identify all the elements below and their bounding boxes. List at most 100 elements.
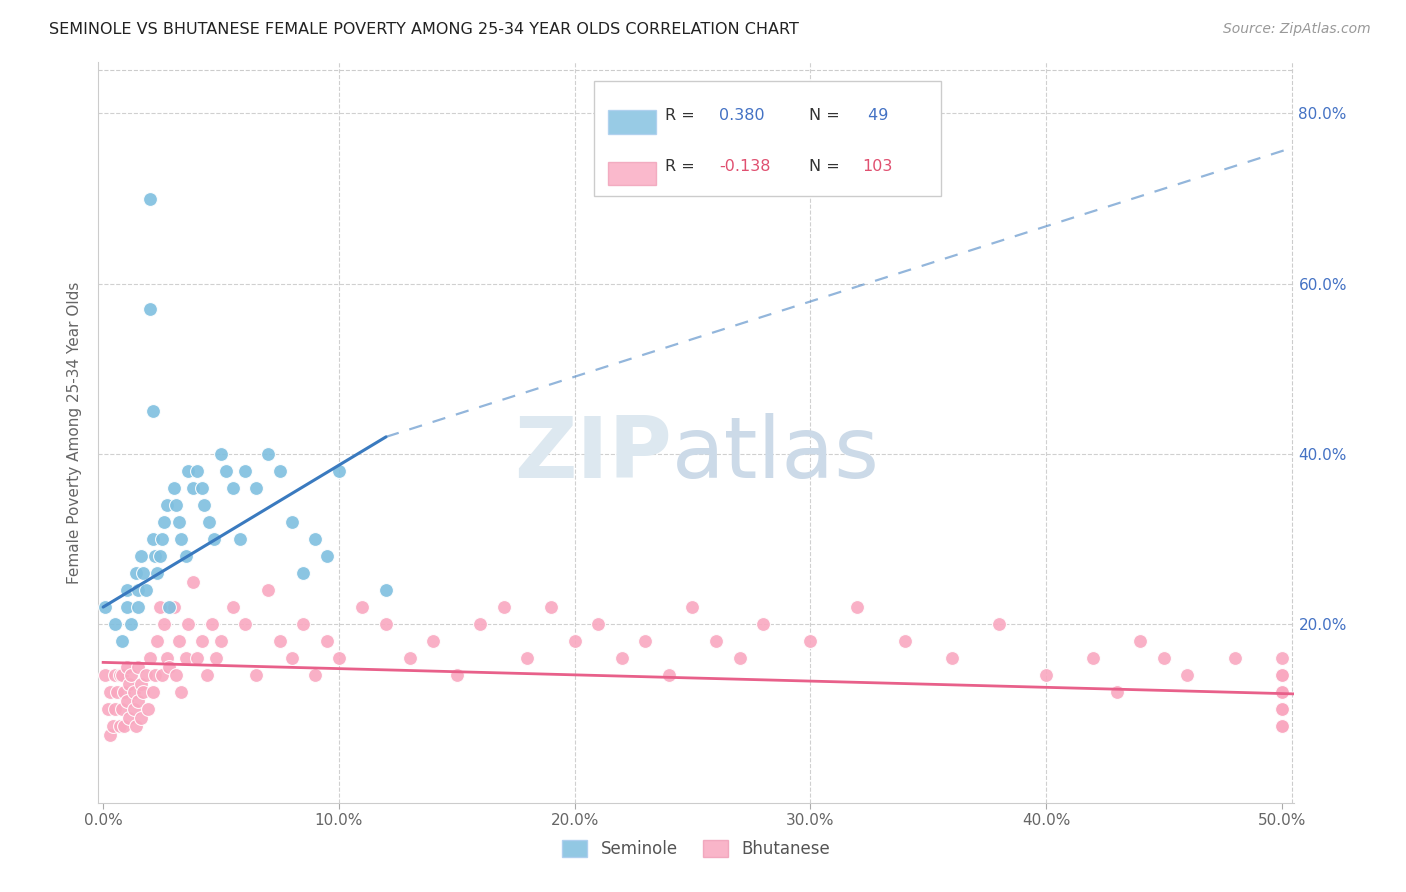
- Point: [163, 600, 186, 615]
- Point: [1271, 702, 1294, 716]
- Point: [846, 600, 869, 615]
- Point: [120, 617, 142, 632]
- Point: [610, 651, 633, 665]
- Text: ZIP: ZIP: [515, 413, 672, 496]
- Point: [328, 464, 350, 478]
- Point: [122, 702, 145, 716]
- Point: [146, 634, 169, 648]
- Point: [143, 549, 166, 563]
- Text: atlas: atlas: [672, 413, 880, 496]
- Point: [149, 600, 172, 615]
- Point: [422, 634, 444, 648]
- Point: [150, 532, 173, 546]
- Point: [167, 515, 190, 529]
- Point: [586, 617, 609, 632]
- Point: [540, 600, 562, 615]
- Point: [193, 498, 215, 512]
- Point: [165, 668, 187, 682]
- Point: [799, 634, 821, 648]
- Text: 0.380: 0.380: [718, 108, 765, 122]
- Point: [1271, 651, 1294, 665]
- Point: [112, 719, 135, 733]
- Point: [257, 582, 280, 597]
- Text: SEMINOLE VS BHUTANESE FEMALE POVERTY AMONG 25-34 YEAR OLDS CORRELATION CHART: SEMINOLE VS BHUTANESE FEMALE POVERTY AMO…: [49, 22, 799, 37]
- Point: [129, 711, 152, 725]
- Point: [1129, 634, 1152, 648]
- Point: [111, 702, 134, 716]
- Point: [104, 702, 127, 716]
- Point: [200, 617, 222, 632]
- Point: [94, 668, 117, 682]
- Point: [186, 651, 208, 665]
- Point: [1271, 668, 1294, 682]
- Text: R =: R =: [665, 108, 700, 122]
- Text: N =: N =: [808, 108, 845, 122]
- Point: [398, 651, 420, 665]
- Point: [132, 566, 155, 580]
- Point: [115, 600, 138, 615]
- Point: [101, 719, 124, 733]
- Point: [142, 685, 165, 699]
- Point: [1271, 685, 1294, 699]
- Point: [177, 464, 200, 478]
- Point: [292, 617, 315, 632]
- Point: [470, 617, 492, 632]
- Point: [135, 582, 157, 597]
- Point: [1223, 651, 1246, 665]
- Point: [142, 404, 165, 418]
- Point: [104, 617, 127, 632]
- Point: [222, 600, 245, 615]
- Point: [704, 634, 727, 648]
- Point: [115, 659, 138, 673]
- Point: [170, 685, 193, 699]
- Point: [634, 634, 657, 648]
- Point: [375, 582, 398, 597]
- Point: [104, 668, 127, 682]
- Point: [516, 651, 538, 665]
- Point: [181, 574, 204, 589]
- Point: [215, 464, 238, 478]
- Point: [128, 694, 150, 708]
- Point: [112, 685, 135, 699]
- Point: [492, 600, 515, 615]
- Point: [198, 515, 221, 529]
- FancyBboxPatch shape: [607, 110, 655, 134]
- Point: [115, 582, 138, 597]
- Point: [195, 668, 218, 682]
- Point: [125, 566, 148, 580]
- Point: [128, 582, 150, 597]
- Text: Source: ZipAtlas.com: Source: ZipAtlas.com: [1223, 22, 1371, 37]
- Point: [128, 659, 150, 673]
- Point: [202, 532, 225, 546]
- Point: [352, 600, 374, 615]
- Point: [269, 464, 291, 478]
- Y-axis label: Female Poverty Among 25-34 Year Olds: Female Poverty Among 25-34 Year Olds: [67, 282, 83, 583]
- Point: [177, 617, 200, 632]
- Text: N =: N =: [808, 160, 845, 174]
- Point: [893, 634, 915, 648]
- Point: [209, 447, 232, 461]
- Point: [681, 600, 703, 615]
- Text: R =: R =: [665, 160, 700, 174]
- Point: [304, 532, 326, 546]
- Point: [205, 651, 228, 665]
- Point: [139, 302, 162, 317]
- Point: [150, 668, 173, 682]
- FancyBboxPatch shape: [607, 161, 655, 186]
- Point: [1035, 668, 1057, 682]
- Point: [1271, 702, 1294, 716]
- Point: [233, 464, 256, 478]
- Point: [1271, 668, 1294, 682]
- Point: [658, 668, 681, 682]
- Point: [269, 634, 291, 648]
- Point: [118, 676, 141, 690]
- Point: [129, 549, 152, 563]
- Point: [1271, 719, 1294, 733]
- Point: [132, 685, 155, 699]
- Point: [115, 694, 138, 708]
- Point: [257, 447, 280, 461]
- Point: [167, 634, 190, 648]
- Point: [1271, 668, 1294, 682]
- Point: [111, 668, 134, 682]
- Point: [135, 668, 157, 682]
